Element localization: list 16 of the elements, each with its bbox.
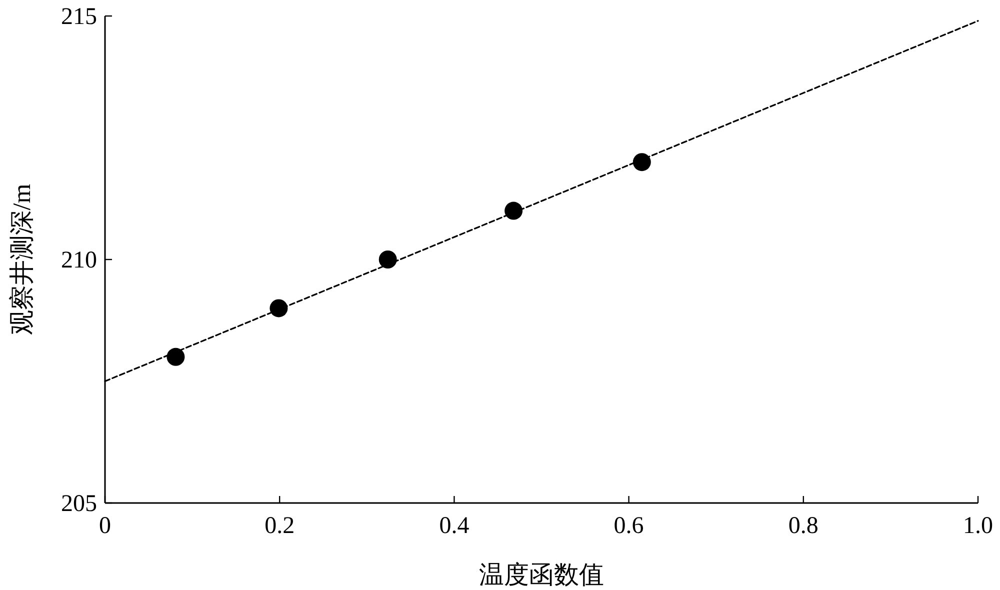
x-tick-label: 0.2: [264, 513, 295, 539]
point: [632, 153, 651, 172]
point: [378, 250, 397, 268]
y-tick-label: 205: [61, 491, 97, 517]
point: [504, 202, 523, 220]
y-axis-title: 观察井测深/m: [8, 183, 36, 336]
point: [166, 348, 185, 366]
y-tick-label: 215: [61, 4, 97, 30]
x-tick-label: 0.8: [788, 513, 818, 539]
x-tick-label: 0: [99, 513, 111, 539]
x-tick-label: 0.6: [614, 513, 644, 539]
point: [270, 299, 288, 318]
x-tick-label: 0.4: [439, 513, 470, 539]
y-tick-label: 210: [61, 248, 97, 274]
x-tick-label: 1.0: [963, 513, 993, 539]
x-axis-title: 温度函数值: [479, 561, 604, 589]
